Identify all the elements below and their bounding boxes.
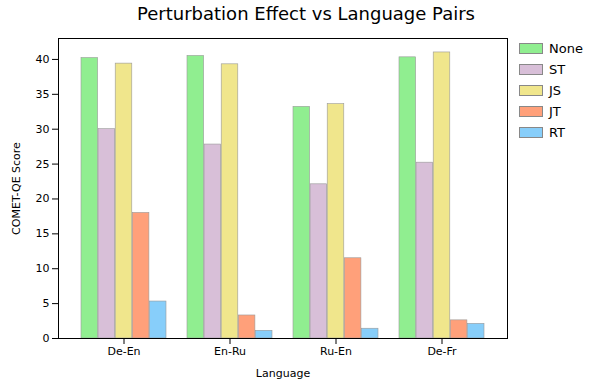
svg-text:25: 25 xyxy=(36,158,50,171)
svg-text:De-Fr: De-Fr xyxy=(427,345,457,358)
svg-text:35: 35 xyxy=(36,88,50,101)
html-text:RT: RT xyxy=(549,125,565,140)
svg-text:COMET-QE Score: COMET-QE Score xyxy=(10,142,23,235)
svg-text:Ru-En: Ru-En xyxy=(320,345,352,358)
html-text:Perturbation Effect vs Languag: Perturbation Effect vs Language Pairs xyxy=(137,3,475,24)
svg-text:10: 10 xyxy=(36,262,50,275)
svg-text:0: 0 xyxy=(43,332,50,345)
svg-text:30: 30 xyxy=(36,123,50,136)
svg-text:5: 5 xyxy=(43,297,50,310)
html-text:None: None xyxy=(549,41,583,56)
svg-text:40: 40 xyxy=(36,53,50,66)
svg-text:15: 15 xyxy=(36,227,50,240)
html-text:JS: JS xyxy=(549,83,562,98)
svg-text:En-Ru: En-Ru xyxy=(214,345,246,358)
svg-text:20: 20 xyxy=(36,192,50,205)
svg-text:De-En: De-En xyxy=(107,345,140,358)
svg-text:Language: Language xyxy=(256,367,311,380)
html-text:ST: ST xyxy=(549,62,566,77)
html-text:JT: JT xyxy=(549,104,561,119)
